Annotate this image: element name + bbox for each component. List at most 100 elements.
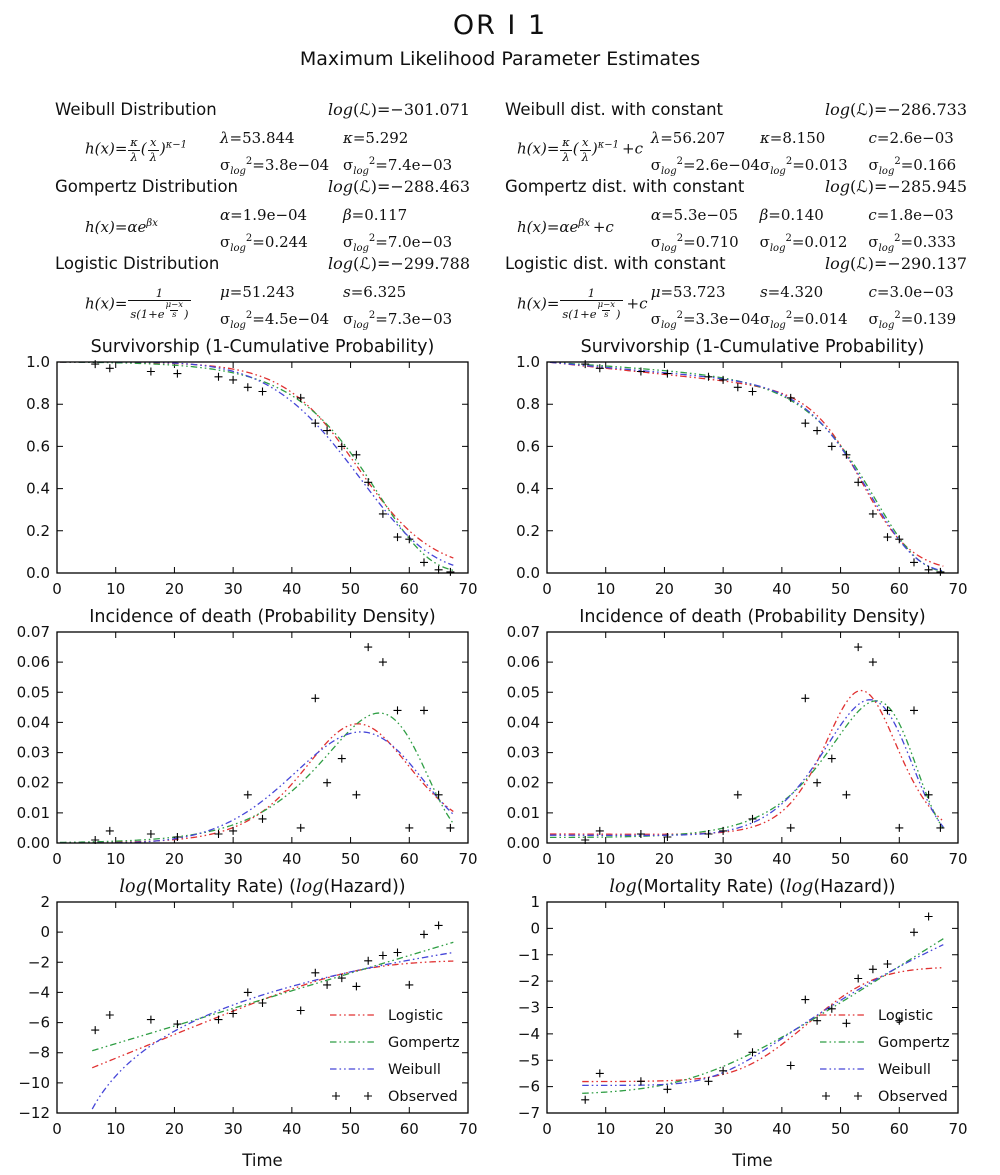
parameter-column: λ=56.207 σlog2=2.6e−04 [651, 126, 760, 177]
x-tick-label: 0 [52, 1120, 62, 1138]
x-tick-label: 30 [224, 850, 243, 868]
plot-frame [56, 361, 469, 574]
x-tick-label: 30 [714, 1120, 733, 1138]
y-tick-label: 0.01 [17, 804, 50, 822]
legend-observed-marker [854, 1092, 862, 1100]
parameter-value: β=0.117 [343, 206, 408, 224]
parameter-value: α=5.3e−05 [650, 206, 739, 224]
y-tick-label: −12 [18, 1104, 50, 1122]
model-loglik: log(ℒ)=−290.137 [825, 254, 967, 273]
x-tick-label: 40 [282, 850, 301, 868]
curve-gompertz [582, 938, 944, 1094]
curve-gompertz [549, 362, 944, 573]
x-tick-label: 60 [890, 850, 909, 868]
y-tick-label: 0.00 [507, 834, 540, 852]
model-loglik: log(ℒ)=−286.733 [825, 100, 967, 119]
x-tick-label: 0 [52, 850, 62, 868]
parameter-variance: σlog2=0.166 [868, 156, 957, 177]
x-tick-label: 60 [400, 850, 419, 868]
model-loglik: log(ℒ)=−299.788 [328, 254, 470, 273]
y-tick-label: 0.07 [507, 623, 540, 641]
y-tick-label: 0.6 [26, 437, 50, 455]
model-loglik: log(ℒ)=−288.463 [328, 177, 470, 196]
subplot-title: Incidence of death (Probability Density) [89, 607, 435, 627]
y-tick-label: −4 [28, 983, 50, 1001]
y-tick-label: −1 [518, 946, 540, 964]
curve-weibull [91, 951, 454, 1110]
curve-gompertz [59, 362, 454, 571]
y-tick-label: 0.03 [17, 744, 50, 762]
x-tick-label: 30 [714, 580, 733, 598]
y-tick-label: 0.04 [507, 713, 540, 731]
curve-logistic [549, 362, 944, 567]
x-tick-label: 20 [655, 1120, 674, 1138]
parameter-value: κ=8.150 [759, 129, 826, 147]
subplot-title: Incidence of death (Probability Density) [579, 607, 925, 627]
x-axis-label: Time [731, 1151, 772, 1170]
x-tick-label: 0 [52, 580, 62, 598]
y-tick-label: −3 [518, 999, 540, 1017]
x-tick-label: 0 [542, 850, 552, 868]
x-tick-label: 70 [948, 1120, 967, 1138]
y-tick-label: −2 [28, 953, 50, 971]
legend-observed-marker [332, 1092, 340, 1100]
observed-markers [91, 360, 455, 576]
y-tick-label: −8 [28, 1044, 50, 1062]
y-tick-label: 0.8 [516, 395, 540, 413]
x-tick-label: 50 [831, 850, 850, 868]
parameter-column: β=0.140 σlog2=0.012 [760, 203, 869, 254]
x-tick-label: 50 [341, 1120, 360, 1138]
y-tick-label: 0.02 [507, 774, 540, 792]
parameter-value: s=4.320 [759, 283, 824, 301]
x-tick-label: 50 [341, 580, 360, 598]
parameter-variance: σlog2=0.013 [759, 156, 848, 177]
y-tick-label: 0.02 [17, 774, 50, 792]
subplot-title: Survivorship (1-Cumulative Probability) [91, 337, 435, 357]
model-loglik: log(ℒ)=−285.945 [825, 177, 967, 196]
parameter-column: μ=51.243 σlog2=4.5e−04 [220, 280, 343, 331]
x-tick-label: 10 [106, 1120, 125, 1138]
parameter-variance: σlog2=0.333 [868, 233, 957, 254]
legend-label-observed: Observed [388, 1089, 458, 1105]
observed-markers [91, 643, 455, 844]
y-tick-label: 0.01 [507, 804, 540, 822]
model-block-gompertz-dist-with-constant: Gompertz dist. with constant log(ℒ)=−285.… [505, 177, 977, 254]
parameter-value: μ=53.723 [650, 283, 726, 301]
y-tick-label: −6 [518, 1078, 540, 1096]
curve-weibull [549, 699, 944, 837]
x-tick-label: 50 [341, 850, 360, 868]
x-tick-label: 10 [106, 850, 125, 868]
parameter-value: κ=5.292 [343, 129, 409, 147]
y-tick-label: 0.2 [516, 522, 540, 540]
parameter-value: α=1.9e−04 [220, 206, 308, 224]
y-tick-label: 2 [40, 893, 50, 911]
parameter-variance: σlog2=3.3e−04 [650, 310, 760, 331]
curve-gompertz [59, 712, 454, 843]
x-tick-label: 20 [655, 850, 674, 868]
subplot-haz_plain: log(Mortality Rate) (log(Hazard))0 10 20 30… [18, 877, 477, 1170]
y-tick-label: 0.00 [17, 834, 50, 852]
x-tick-label: 0 [542, 1120, 552, 1138]
legend-label-gompertz: Gompertz [388, 1035, 460, 1051]
subplot-title: Survivorship (1-Cumulative Probability) [581, 337, 925, 357]
x-tick-label: 10 [106, 580, 125, 598]
model-name: Logistic Distribution [55, 254, 220, 273]
plot-frame [56, 631, 469, 844]
parameter-column: α=1.9e−04 σlog2=0.244 [220, 203, 343, 254]
parameter-variance: σlog2=0.014 [759, 310, 848, 331]
model-name: Gompertz dist. with constant [505, 177, 745, 196]
x-tick-label: 70 [458, 580, 477, 598]
y-tick-label: 0.04 [17, 713, 50, 731]
y-tick-label: 0.05 [507, 683, 540, 701]
legend-label-gompertz: Gompertz [878, 1035, 950, 1051]
curve-logistic [549, 689, 944, 835]
curve-weibull [582, 944, 944, 1087]
y-tick-label: −5 [518, 1051, 540, 1069]
plot-frame [546, 361, 959, 574]
parameter-variance: σlog2=4.5e−04 [220, 310, 330, 331]
plot-frame [546, 631, 959, 844]
hazard-formula: h(x)=αeβx +c [517, 218, 614, 236]
parameter-column: κ=5.292 σlog2=7.4e−03 [343, 126, 466, 177]
model-block-weibull-dist-with-constant: Weibull dist. with constant log(ℒ)=−286.7… [505, 100, 977, 177]
model-name: Gompertz Distribution [55, 177, 238, 196]
